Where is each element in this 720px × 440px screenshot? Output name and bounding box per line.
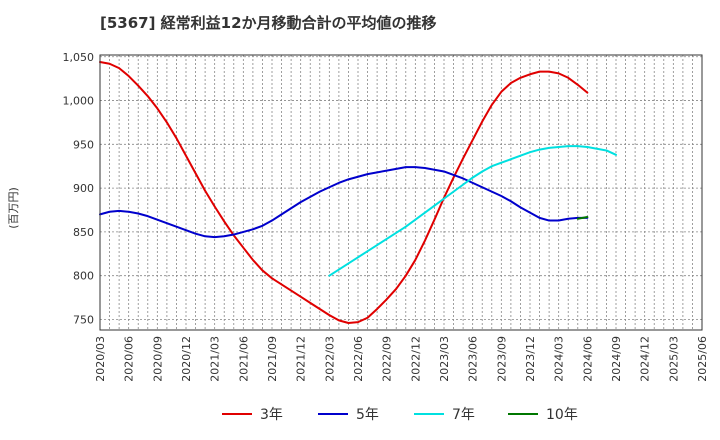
legend-label-2: 7年 — [452, 407, 475, 423]
x-tick-label: 2024/12 — [639, 336, 652, 382]
x-tick-label: 2020/06 — [123, 336, 136, 382]
x-tick-label: 2021/09 — [266, 336, 279, 382]
legend-label-0: 3年 — [260, 407, 283, 423]
series-line-1 — [99, 166, 589, 239]
x-tick-label: 2022/12 — [409, 336, 422, 382]
x-axis: 2020/03 2020/06 2020/09 2020/12 2021/03 2021/… — [94, 336, 709, 382]
x-tick-label: 2025/06 — [696, 336, 709, 382]
x-tick-label: 2023/09 — [495, 336, 508, 382]
chart-title: [5367] 経常利益12か月移動合計の平均値の推移 — [100, 14, 437, 32]
x-tick-label: 2025/03 — [667, 336, 680, 382]
y-tick-label: 1,050 — [63, 51, 95, 64]
y-tick-label: 900 — [73, 182, 94, 195]
x-tick-label: 2021/12 — [295, 336, 308, 382]
x-tick-label: 2023/06 — [467, 336, 480, 382]
x-tick-label: 2022/03 — [323, 336, 336, 382]
legend: 3年 5年 7年 10年 — [222, 407, 578, 423]
x-tick-label: 2020/12 — [180, 336, 193, 382]
y-tick-label: 750 — [73, 313, 94, 326]
x-tick-label: 2023/12 — [524, 336, 537, 382]
plot-frame — [99, 54, 703, 331]
y-tick-label: 950 — [73, 138, 94, 151]
x-tick-label: 2024/09 — [610, 336, 623, 382]
x-tick-label: 2021/03 — [209, 336, 222, 382]
y-tick-label: 850 — [73, 226, 94, 239]
legend-label-3: 10年 — [546, 407, 578, 423]
x-tick-label: 2022/06 — [352, 336, 365, 382]
series-layer — [99, 61, 617, 324]
y-axis: 750 800 850 900 950 1,000 1,050 — [63, 51, 95, 327]
x-tick-label: 2023/03 — [438, 336, 451, 382]
x-tick-label: 2024/03 — [553, 336, 566, 382]
x-tick-label: 2021/06 — [237, 336, 250, 382]
y-tick-label: 800 — [73, 270, 94, 283]
series-line-3 — [576, 216, 589, 220]
series-line-2 — [328, 145, 617, 277]
y-axis-label: (百万円) — [7, 187, 20, 229]
legend-label-1: 5年 — [356, 407, 379, 423]
grid — [99, 55, 703, 330]
x-tick-label: 2020/03 — [94, 336, 107, 382]
x-tick-label: 2022/09 — [381, 336, 394, 382]
x-tick-label: 2020/09 — [151, 336, 164, 382]
x-tick-label: 2024/06 — [581, 336, 594, 382]
series-line-0 — [99, 61, 589, 324]
y-tick-label: 1,000 — [63, 95, 95, 108]
